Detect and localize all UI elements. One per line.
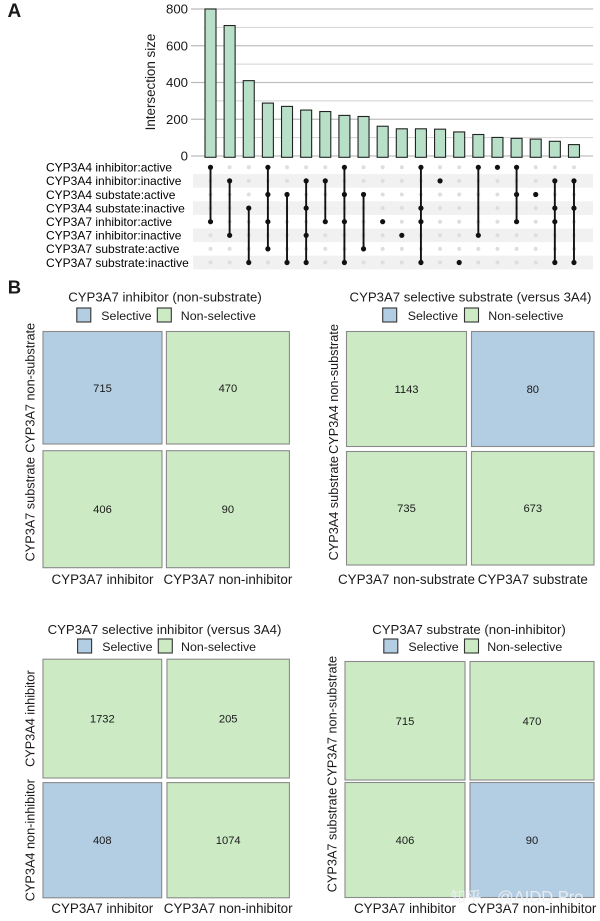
svg-text:CYP3A7 non-substrate: CYP3A7 non-substrate xyxy=(326,656,340,786)
svg-text:CYP3A7 non-substrate: CYP3A7 non-substrate xyxy=(338,572,475,587)
svg-text:CYP3A7 inhibitor: CYP3A7 inhibitor xyxy=(354,901,457,916)
svg-text:470: 470 xyxy=(523,716,542,728)
svg-text:Non-selective: Non-selective xyxy=(487,640,562,654)
svg-text:CYP3A4 non-substrate: CYP3A4 non-substrate xyxy=(327,324,341,454)
svg-text:CYP3A7 non-inhibitor: CYP3A7 non-inhibitor xyxy=(164,572,293,587)
svg-text:406: 406 xyxy=(396,835,415,847)
svg-text:CYP3A7 substrate: CYP3A7 substrate xyxy=(478,572,588,587)
svg-text:0: 0 xyxy=(181,149,188,164)
svg-text:CYP3A7 substrate:inactive: CYP3A7 substrate:inactive xyxy=(46,256,189,270)
svg-text:CYP3A4 inhibitor: CYP3A4 inhibitor xyxy=(24,670,38,767)
svg-text:800: 800 xyxy=(166,2,188,17)
svg-text:CYP3A4 substate:inactive: CYP3A4 substate:inactive xyxy=(46,201,185,215)
svg-text:600: 600 xyxy=(166,38,188,53)
svg-text:Selective: Selective xyxy=(408,640,458,654)
svg-text:80: 80 xyxy=(527,384,539,396)
svg-text:CYP3A7 inhibitor:active: CYP3A7 inhibitor:active xyxy=(46,215,172,229)
svg-text:406: 406 xyxy=(93,504,112,516)
svg-text:CYP3A7 substrate: CYP3A7 substrate xyxy=(24,457,38,561)
svg-text:CYP3A4 inhibitor:active: CYP3A4 inhibitor:active xyxy=(46,161,172,175)
svg-text:CYP3A7 inhibitor: CYP3A7 inhibitor xyxy=(51,901,154,916)
svg-text:CYP3A4 substrate: CYP3A4 substrate xyxy=(327,456,341,560)
svg-text:90: 90 xyxy=(222,504,234,516)
svg-text:1732: 1732 xyxy=(90,714,115,726)
svg-text:CYP3A4 non-inhibitor: CYP3A4 non-inhibitor xyxy=(24,778,38,901)
svg-text:CYP3A7 non-inhibitor: CYP3A7 non-inhibitor xyxy=(164,901,293,916)
svg-text:CYP3A7 selective substrate (ve: CYP3A7 selective substrate (versus 3A4) xyxy=(350,289,592,304)
svg-text:90: 90 xyxy=(526,835,538,847)
svg-text:CYP3A7 inhibitor:inactive: CYP3A7 inhibitor:inactive xyxy=(46,229,182,243)
svg-text:715: 715 xyxy=(396,716,415,728)
svg-text:470: 470 xyxy=(219,383,238,395)
svg-text:400: 400 xyxy=(166,75,188,90)
svg-text:CYP3A7 substrate (non-inhibito: CYP3A7 substrate (non-inhibitor) xyxy=(372,622,566,637)
svg-text:Selective: Selective xyxy=(408,309,458,323)
svg-text:A: A xyxy=(8,1,22,22)
svg-text:Non-selective: Non-selective xyxy=(488,309,563,323)
svg-text:B: B xyxy=(8,277,21,298)
svg-text:673: 673 xyxy=(523,503,542,515)
svg-text:200: 200 xyxy=(166,112,188,127)
svg-text:CYP3A7 inhibitor (non-substrat: CYP3A7 inhibitor (non-substrate) xyxy=(68,289,262,304)
svg-text:Intersection size: Intersection size xyxy=(143,34,158,131)
svg-text:CYP3A4 substate:active: CYP3A4 substate:active xyxy=(46,188,176,202)
svg-text:408: 408 xyxy=(93,835,112,847)
svg-text:CYP3A7 inhibitor: CYP3A7 inhibitor xyxy=(52,572,155,587)
svg-text:205: 205 xyxy=(219,714,238,726)
svg-text:Selective: Selective xyxy=(102,640,152,654)
svg-text:Selective: Selective xyxy=(101,309,151,323)
svg-text:@AIDD Pro: @AIDD Pro xyxy=(497,889,583,907)
svg-text:715: 715 xyxy=(93,383,112,395)
svg-text:Non-selective: Non-selective xyxy=(181,640,256,654)
svg-text:CYP3A7 non-substrate: CYP3A7 non-substrate xyxy=(24,323,38,453)
svg-text:CYP3A7 selective inhibitor (ve: CYP3A7 selective inhibitor (versus 3A4) xyxy=(48,622,282,637)
svg-text:735: 735 xyxy=(397,503,416,515)
svg-text:CYP3A7 non-inhibitor: CYP3A7 non-inhibitor xyxy=(468,901,597,916)
svg-text:CYP3A7 substrate:active: CYP3A7 substrate:active xyxy=(46,242,180,256)
svg-text:Non-selective: Non-selective xyxy=(181,309,256,323)
svg-text:CYP3A4 inhibitor:inactive: CYP3A4 inhibitor:inactive xyxy=(46,174,182,188)
svg-text:1074: 1074 xyxy=(216,835,241,847)
svg-text:1143: 1143 xyxy=(394,384,418,396)
svg-text:CYP3A7 substrate: CYP3A7 substrate xyxy=(326,788,340,892)
